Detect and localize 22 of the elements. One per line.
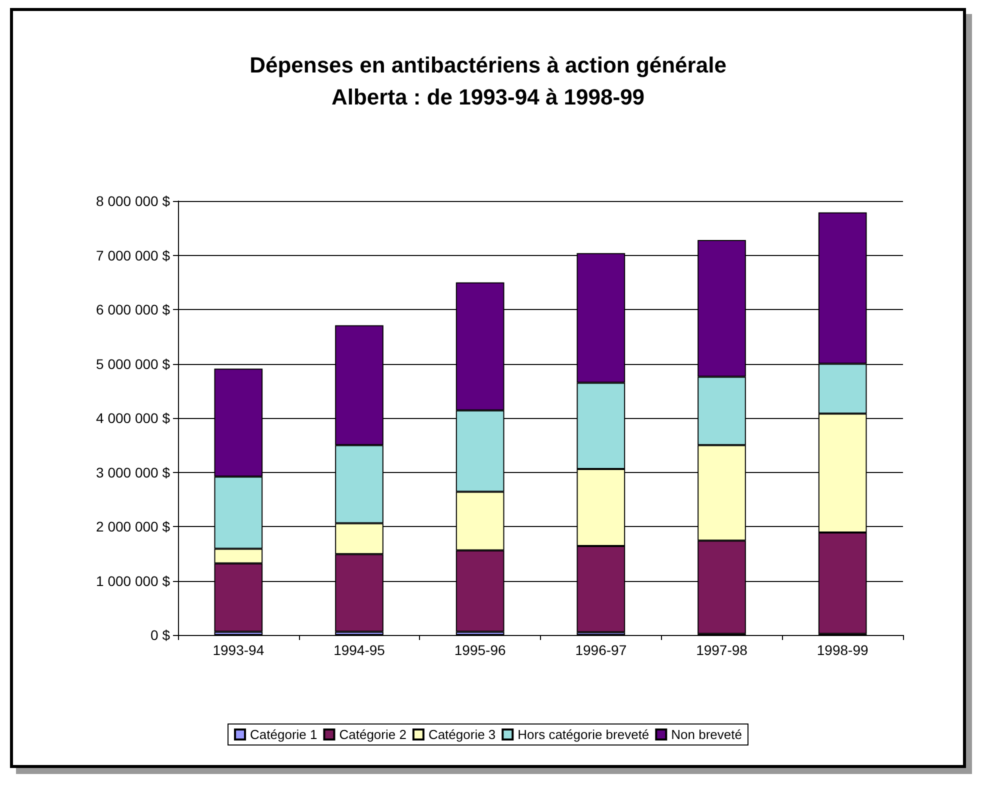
y-tick-label: 0 $: [150, 627, 170, 643]
y-tick-label: 6 000 000 $: [96, 302, 170, 318]
y-tick-label: 5 000 000 $: [96, 356, 170, 372]
y-tick-label: 1 000 000 $: [96, 572, 170, 589]
x-tick-label: 1993-94: [212, 642, 264, 658]
legend-label: Catégorie 2: [339, 727, 406, 742]
y-tick-label: 7 000 000 $: [96, 247, 170, 264]
x-tick-label: 1995-96: [454, 642, 506, 658]
x-tick-label: 1997-98: [696, 642, 748, 658]
legend-label: Catégorie 1: [250, 727, 318, 742]
legend-label: Hors catégorie breveté: [518, 727, 650, 742]
x-tick-label: 1996-97: [575, 642, 627, 658]
legend-label: Non breveté: [671, 727, 742, 742]
y-tick-label: 3 000 000 $: [96, 464, 170, 480]
y-tick-label: 4 000 000 $: [96, 410, 170, 426]
x-tick-label: 1994-95: [334, 642, 386, 658]
y-tick-label: 2 000 000 $: [96, 518, 170, 534]
x-tick-label: 1998-99: [816, 642, 868, 658]
chart-subtitle: Alberta : de 1993-94 à 1998-99: [331, 84, 645, 110]
chart-title: Dépenses en antibactériens à action générale: [250, 52, 726, 78]
y-tick-label: 8 000 000 $: [96, 193, 170, 209]
legend-label: Catégorie 3: [428, 727, 496, 742]
